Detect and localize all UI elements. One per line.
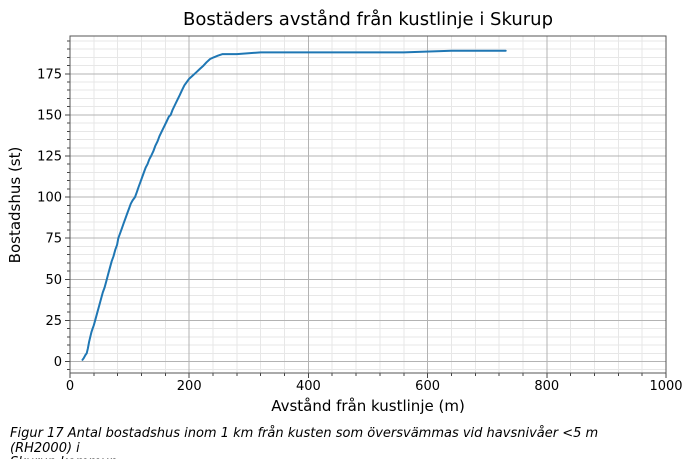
x-tick-label: 1000 — [649, 379, 682, 394]
y-tick-label: 150 — [37, 108, 62, 123]
data-line-series — [81, 49, 507, 361]
data-layer — [81, 49, 507, 361]
figure-caption-line2: Skurup kommun. — [10, 455, 630, 459]
y-tick-label: 0 — [54, 355, 62, 370]
y-tick-label: 50 — [45, 273, 62, 288]
figure-caption-line1: Figur 17 Antal bostadshus inom 1 km från… — [10, 426, 599, 456]
y-tick-label: 175 — [37, 67, 62, 82]
plot-border — [69, 35, 667, 374]
axes-layer: 0 200 400 600 800 1000 0 25 50 75 100 125 150 175 — [37, 35, 683, 394]
y-tick-label: 125 — [37, 150, 62, 165]
figure-caption: Figur 17 Antal bostadshus inom 1 km från… — [10, 426, 630, 459]
grid-layer — [69, 36, 667, 373]
x-tick-label: 800 — [534, 379, 559, 394]
line-chart: 0 200 400 600 800 1000 0 25 50 75 100 125 150 175 Bos… — [6, 9, 683, 415]
y-axis-label: Bostadshus (st) — [6, 147, 24, 264]
y-tick-label: 75 — [45, 232, 62, 247]
y-tick-label: 100 — [37, 191, 62, 206]
x-tick-label: 200 — [177, 379, 202, 394]
x-tick-label: 600 — [415, 379, 440, 394]
x-tick-label: 400 — [296, 379, 321, 394]
x-tick-label: 0 — [66, 379, 74, 394]
chart-title: Bostäders avstånd från kustlinje i Skuru… — [183, 9, 553, 30]
x-axis-label: Avstånd från kustlinje (m) — [271, 397, 465, 415]
y-tick-label: 25 — [45, 314, 62, 329]
